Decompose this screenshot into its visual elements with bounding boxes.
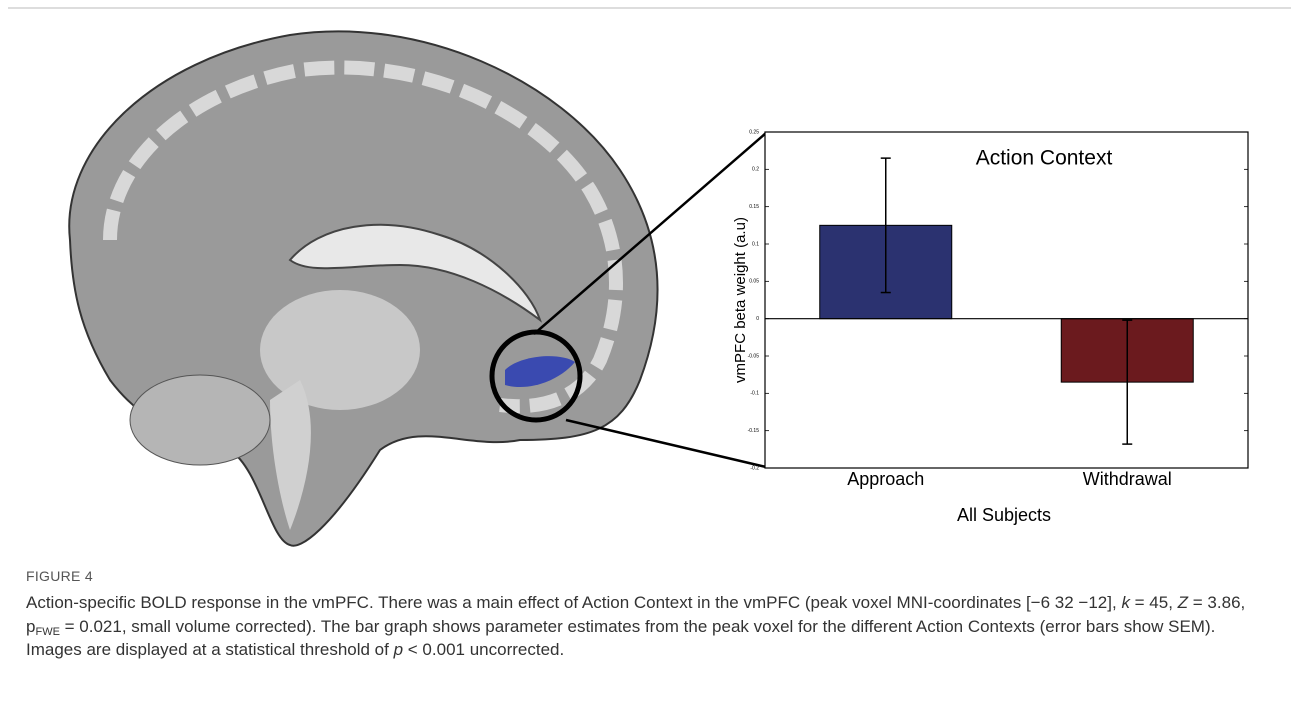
y-tick-label: -0.1 xyxy=(750,391,759,397)
caption-text: = 45, xyxy=(1129,593,1178,612)
caption-text: = 0.021, small volume corrected). The ba… xyxy=(26,616,1216,660)
y-tick-label: 0.15 xyxy=(749,204,759,210)
y-axis-label: vmPFC beta weight (a.u) xyxy=(732,217,749,383)
y-tick-label: 0.2 xyxy=(752,167,759,173)
y-tick-label: -0.05 xyxy=(748,353,760,359)
x-tick-label: Approach xyxy=(847,469,924,489)
y-tick-label: 0.1 xyxy=(752,241,759,247)
y-tick-label: -0.2 xyxy=(750,465,759,471)
figure: Action Context vmPFC beta weight (a.u) A… xyxy=(8,7,1291,547)
figure-caption: Action-specific BOLD response in the vmP… xyxy=(26,591,1251,662)
caption-text: p xyxy=(393,640,404,659)
brain-image xyxy=(68,30,659,547)
caption-text: k xyxy=(1121,593,1130,612)
connector-line xyxy=(565,418,767,469)
caption-text: Z xyxy=(1177,593,1189,612)
x-tick-label: Withdrawal xyxy=(1083,469,1172,489)
caption-text: FWE xyxy=(35,625,60,638)
x-axis-label: All Subjects xyxy=(957,505,1051,525)
caption-text: = 3.86, p xyxy=(26,593,1246,636)
chart-title: Action Context xyxy=(976,147,1113,170)
y-tick-label: 0 xyxy=(756,316,759,322)
y-tick-label: -0.15 xyxy=(748,428,760,434)
connector-line xyxy=(533,132,767,335)
figure-label: FIGURE 4 xyxy=(26,568,93,584)
y-tick-label: 0.05 xyxy=(749,279,759,285)
caption-text: < 0.001 uncorrected. xyxy=(403,640,565,659)
y-tick-label: 0.25 xyxy=(749,129,759,135)
caption-text: Action-specific BOLD response in the vmP… xyxy=(26,593,1122,612)
